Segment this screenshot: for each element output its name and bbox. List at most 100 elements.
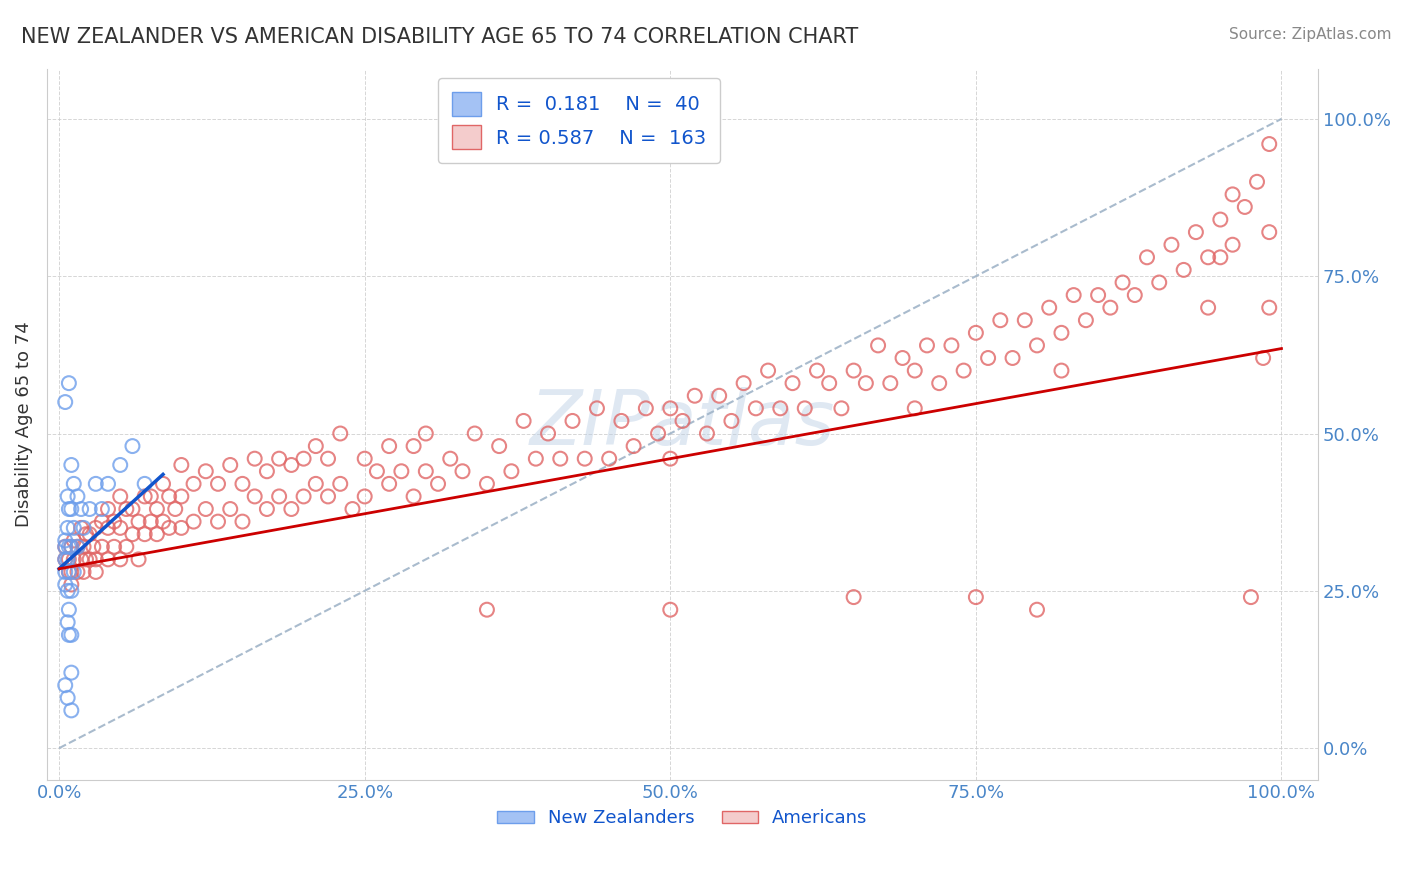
Point: [561, 414, 583, 428]
Point: [56, 490, 79, 504]
Point: [928, 376, 950, 391]
Point: [207, 515, 229, 529]
Point: [53, 552, 76, 566]
Point: [70, 552, 93, 566]
Point: [1209, 212, 1232, 227]
Point: [152, 515, 174, 529]
Point: [1233, 200, 1256, 214]
Point: [475, 603, 498, 617]
Point: [75, 552, 97, 566]
Point: [769, 401, 792, 416]
Point: [1050, 363, 1073, 377]
Point: [1240, 590, 1263, 604]
Point: [1026, 338, 1049, 352]
Point: [524, 451, 547, 466]
Point: [1001, 351, 1024, 365]
Point: [793, 401, 815, 416]
Point: [243, 490, 266, 504]
Point: [941, 338, 963, 352]
Point: [659, 451, 682, 466]
Point: [84, 552, 107, 566]
Point: [574, 451, 596, 466]
Point: [97, 521, 120, 535]
Point: [53, 565, 76, 579]
Point: [72, 565, 94, 579]
Point: [66, 565, 89, 579]
Legend: New Zealanders, Americans: New Zealanders, Americans: [491, 802, 875, 835]
Point: [720, 414, 742, 428]
Point: [82, 540, 104, 554]
Point: [709, 389, 731, 403]
Point: [988, 313, 1011, 327]
Point: [139, 515, 162, 529]
Point: [292, 490, 315, 504]
Point: [115, 540, 138, 554]
Point: [110, 458, 132, 472]
Point: [146, 502, 169, 516]
Point: [231, 515, 253, 529]
Point: [56, 583, 79, 598]
Point: [121, 439, 143, 453]
Point: [134, 527, 156, 541]
Point: [90, 515, 112, 529]
Text: Source: ZipAtlas.com: Source: ZipAtlas.com: [1229, 27, 1392, 42]
Point: [1074, 313, 1097, 327]
Point: [402, 490, 425, 504]
Point: [1246, 175, 1268, 189]
Point: [623, 439, 645, 453]
Point: [855, 376, 877, 391]
Point: [97, 502, 120, 516]
Point: [305, 439, 328, 453]
Point: [56, 521, 79, 535]
Point: [512, 414, 534, 428]
Point: [316, 451, 339, 466]
Point: [146, 527, 169, 541]
Point: [1185, 225, 1208, 239]
Point: [103, 540, 125, 554]
Point: [60, 703, 83, 717]
Point: [53, 678, 76, 692]
Point: [183, 476, 205, 491]
Point: [879, 376, 901, 391]
Point: [128, 552, 150, 566]
Point: [1222, 237, 1244, 252]
Point: [110, 490, 132, 504]
Point: [157, 521, 180, 535]
Point: [329, 426, 352, 441]
Text: NEW ZEALANDER VS AMERICAN DISABILITY AGE 65 TO 74 CORRELATION CHART: NEW ZEALANDER VS AMERICAN DISABILITY AGE…: [21, 27, 858, 46]
Point: [1147, 276, 1170, 290]
Point: [79, 502, 101, 516]
Point: [62, 565, 84, 579]
Point: [60, 665, 83, 680]
Point: [60, 577, 83, 591]
Point: [60, 458, 83, 472]
Point: [75, 527, 97, 541]
Point: [60, 540, 83, 554]
Point: [60, 540, 83, 554]
Point: [488, 439, 510, 453]
Point: [977, 351, 1000, 365]
Point: [316, 490, 339, 504]
Point: [84, 565, 107, 579]
Point: [378, 439, 401, 453]
Point: [115, 502, 138, 516]
Point: [194, 502, 217, 516]
Point: [60, 583, 83, 598]
Point: [1173, 263, 1195, 277]
Point: [60, 502, 83, 516]
Point: [1222, 187, 1244, 202]
Point: [1099, 301, 1122, 315]
Point: [256, 502, 278, 516]
Point: [269, 451, 291, 466]
Point: [56, 552, 79, 566]
Point: [1258, 136, 1281, 151]
Point: [243, 451, 266, 466]
Point: [90, 540, 112, 554]
Point: [170, 490, 193, 504]
Point: [60, 565, 83, 579]
Point: [965, 326, 987, 340]
Point: [1087, 288, 1109, 302]
Point: [58, 565, 80, 579]
Point: [219, 458, 242, 472]
Point: [671, 414, 693, 428]
